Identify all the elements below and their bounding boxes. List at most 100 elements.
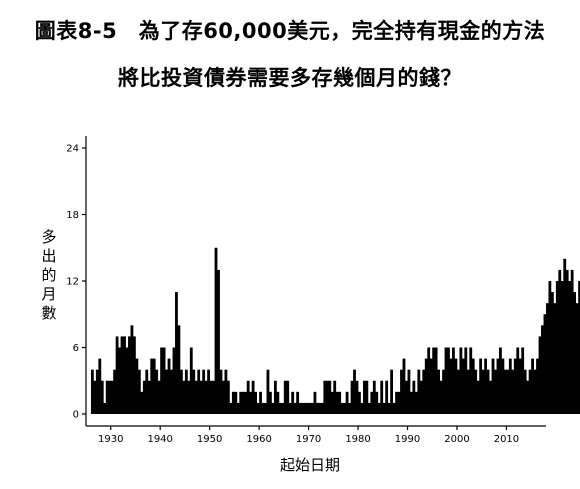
bar (172, 347, 176, 414)
bar (184, 369, 188, 414)
bar (311, 402, 314, 414)
bar (414, 391, 418, 414)
bar (501, 358, 505, 414)
bar (105, 380, 109, 414)
bar (367, 402, 371, 414)
x-tick-label: 2000 (444, 434, 469, 445)
bars-group (90, 247, 580, 414)
bar (469, 347, 473, 414)
bar (231, 391, 235, 414)
bar (204, 380, 208, 414)
bar (157, 380, 161, 414)
bar (145, 369, 149, 414)
bar (278, 402, 282, 414)
bar (330, 391, 334, 414)
bar (400, 369, 403, 414)
bar (132, 336, 136, 414)
bar (518, 358, 522, 414)
bar (120, 336, 124, 414)
bar (449, 358, 453, 414)
bar (464, 347, 468, 414)
bar (409, 391, 413, 414)
bar (526, 380, 530, 414)
bar (360, 402, 364, 414)
bar (454, 358, 458, 414)
bar (513, 358, 517, 414)
bar (93, 380, 97, 414)
bar (306, 402, 309, 414)
bar (402, 358, 406, 414)
bar (226, 380, 230, 414)
bar (155, 369, 159, 414)
bar (254, 391, 257, 414)
bar (125, 347, 129, 414)
bar (550, 292, 554, 414)
bar (506, 369, 510, 414)
bar (162, 347, 166, 414)
bar (241, 391, 245, 414)
bar (338, 391, 342, 414)
bar (343, 402, 347, 414)
bar (152, 358, 156, 414)
bar (207, 369, 210, 414)
bar (560, 281, 564, 414)
bar (269, 391, 272, 414)
bar (479, 358, 483, 414)
bar (508, 358, 512, 414)
bar (417, 369, 421, 414)
bar (377, 402, 381, 414)
bar (167, 358, 171, 414)
bar (175, 292, 178, 414)
bar (261, 402, 265, 414)
bar (283, 380, 287, 414)
bar (419, 380, 423, 414)
x-tick-label: 1950 (197, 434, 222, 445)
bar (395, 391, 398, 414)
bar (325, 380, 329, 414)
bar (355, 380, 359, 414)
bar (296, 391, 300, 414)
bar (444, 347, 448, 414)
bar (298, 402, 302, 414)
bar (382, 402, 386, 414)
bar (90, 369, 94, 414)
x-tick-label: 1930 (98, 434, 123, 445)
bar (281, 402, 285, 414)
x-axis-label: 起始日期 (279, 456, 340, 474)
bar (340, 402, 344, 414)
bar (276, 391, 280, 414)
bar (476, 380, 480, 414)
bar (224, 369, 228, 414)
bar (375, 391, 379, 414)
bar (234, 391, 238, 414)
bar (523, 369, 527, 414)
chart-subtitle: 將比投資債券需要多存幾個月的錢？ (118, 66, 462, 90)
bar (533, 369, 537, 414)
bar (543, 314, 547, 414)
bar (372, 380, 376, 414)
bar (365, 380, 369, 414)
bar (558, 269, 562, 414)
bar (187, 380, 191, 414)
bar (397, 391, 401, 414)
bar (573, 292, 577, 414)
bar (192, 369, 196, 414)
x-tick-label: 1990 (395, 434, 420, 445)
bar (308, 402, 312, 414)
bar (370, 391, 374, 414)
bar (137, 369, 141, 414)
bar (407, 369, 411, 414)
bar (348, 402, 351, 414)
chart-title: 圖表8-5 為了存60,000美元，完全持有現金的方法 (34, 19, 546, 43)
bar (362, 380, 366, 414)
bar (511, 369, 515, 414)
bar (489, 380, 492, 414)
bar (222, 380, 225, 414)
bar (521, 347, 525, 414)
bar (452, 347, 455, 414)
bar (447, 347, 450, 414)
bar (140, 391, 144, 414)
bar (271, 402, 275, 414)
bar (328, 380, 332, 414)
bar (484, 358, 487, 414)
